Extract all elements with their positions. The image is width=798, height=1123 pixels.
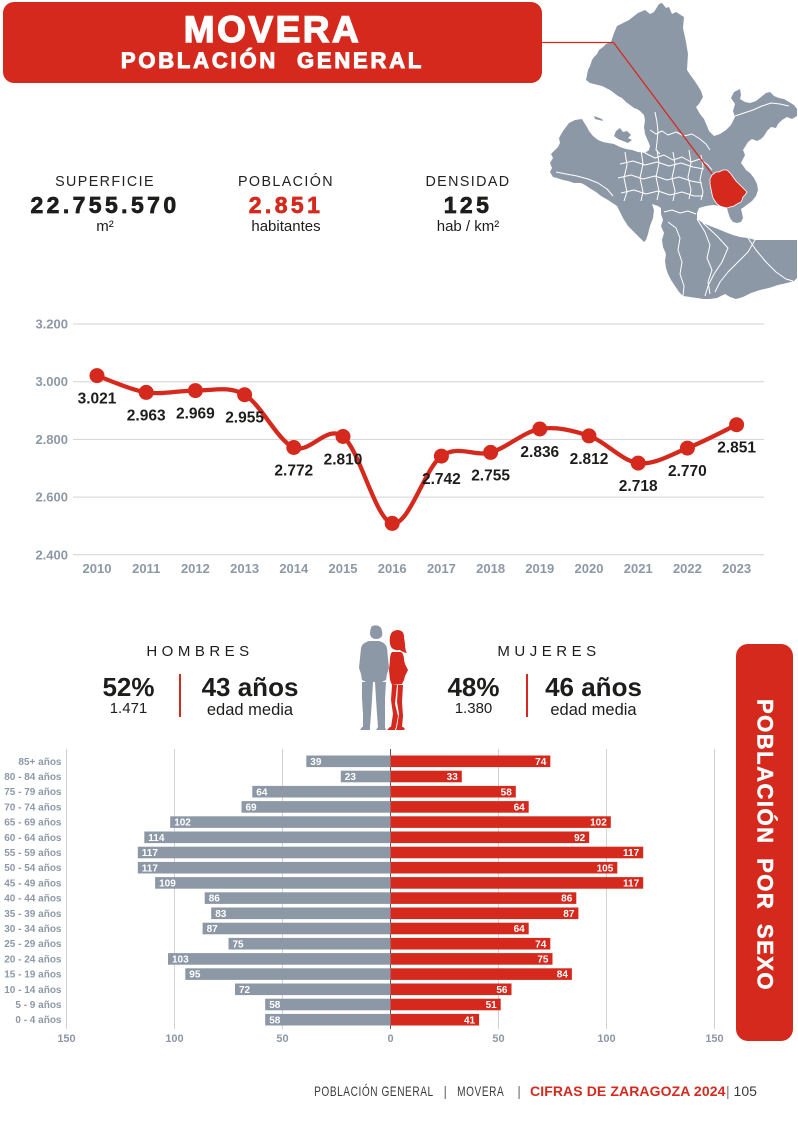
svg-text:100: 100 [597, 1033, 615, 1045]
svg-text:5 - 9 años: 5 - 9 años [15, 1000, 62, 1011]
svg-text:58: 58 [269, 1015, 281, 1026]
svg-text:2016: 2016 [378, 561, 407, 576]
svg-text:2.770: 2.770 [668, 463, 707, 480]
svg-text:102: 102 [590, 818, 607, 829]
svg-text:2013: 2013 [230, 561, 259, 576]
svg-text:58: 58 [269, 1000, 281, 1011]
svg-text:2.800: 2.800 [35, 432, 68, 447]
svg-text:74: 74 [535, 939, 547, 950]
svg-text:64: 64 [514, 803, 526, 814]
svg-text:55 - 59 años: 55 - 59 años [4, 848, 62, 859]
svg-text:65 - 69 años: 65 - 69 años [4, 818, 62, 829]
svg-text:2.600: 2.600 [35, 490, 68, 505]
svg-text:95: 95 [189, 970, 201, 981]
svg-text:2019: 2019 [525, 561, 554, 576]
svg-text:100: 100 [165, 1033, 183, 1045]
svg-text:117: 117 [623, 879, 640, 890]
svg-text:2.969: 2.969 [176, 406, 215, 423]
svg-text:2012: 2012 [181, 561, 210, 576]
svg-text:33: 33 [447, 772, 459, 783]
svg-text:150: 150 [705, 1033, 723, 1045]
svg-text:114: 114 [148, 833, 165, 844]
svg-text:2.772: 2.772 [274, 463, 313, 480]
svg-text:69: 69 [246, 803, 258, 814]
svg-text:64: 64 [256, 787, 268, 798]
svg-text:117: 117 [142, 848, 159, 859]
svg-text:2.810: 2.810 [324, 452, 363, 469]
svg-text:87: 87 [563, 909, 575, 920]
svg-text:45 - 49 años: 45 - 49 años [4, 878, 62, 889]
svg-text:51: 51 [486, 1000, 498, 1011]
svg-text:23: 23 [345, 772, 357, 783]
svg-text:84: 84 [557, 970, 569, 981]
svg-text:10 - 14 años: 10 - 14 años [4, 985, 62, 996]
svg-text:2.836: 2.836 [520, 444, 559, 461]
svg-text:2020: 2020 [575, 561, 604, 576]
svg-text:70 - 74 años: 70 - 74 años [4, 802, 62, 813]
svg-text:85+ años: 85+ años [18, 757, 62, 768]
svg-text:56: 56 [496, 985, 508, 996]
svg-text:2010: 2010 [83, 561, 112, 576]
svg-text:109: 109 [159, 879, 176, 890]
svg-text:2.955: 2.955 [225, 410, 264, 427]
svg-text:15 - 19 años: 15 - 19 años [4, 970, 62, 981]
svg-text:3.200: 3.200 [35, 317, 68, 332]
svg-text:2021: 2021 [624, 561, 653, 576]
svg-text:105: 105 [597, 863, 614, 874]
svg-text:102: 102 [174, 818, 191, 829]
svg-text:92: 92 [574, 833, 586, 844]
svg-text:39: 39 [310, 757, 322, 768]
svg-text:40 - 44 años: 40 - 44 años [4, 894, 62, 905]
svg-text:3.021: 3.021 [78, 391, 117, 408]
svg-text:35 - 39 años: 35 - 39 años [4, 909, 62, 920]
svg-text:75: 75 [233, 939, 245, 950]
svg-text:2022: 2022 [673, 561, 702, 576]
svg-text:117: 117 [142, 863, 159, 874]
svg-text:50: 50 [492, 1033, 504, 1045]
svg-text:2.812: 2.812 [570, 451, 609, 468]
svg-text:86: 86 [209, 894, 221, 905]
svg-text:2.400: 2.400 [35, 547, 68, 562]
svg-text:2.755: 2.755 [471, 467, 510, 484]
svg-text:2.742: 2.742 [422, 471, 461, 488]
svg-text:2017: 2017 [427, 561, 456, 576]
svg-text:2.851: 2.851 [717, 440, 756, 457]
svg-text:80 - 84 años: 80 - 84 años [4, 772, 62, 783]
svg-text:150: 150 [57, 1033, 75, 1045]
svg-text:2011: 2011 [132, 561, 160, 576]
svg-text:50 - 54 años: 50 - 54 años [4, 863, 62, 874]
svg-text:2.963: 2.963 [127, 407, 166, 424]
svg-text:87: 87 [207, 924, 219, 935]
svg-text:2015: 2015 [329, 561, 358, 576]
svg-text:2.718: 2.718 [619, 478, 658, 495]
svg-text:0 - 4 años: 0 - 4 años [15, 1015, 62, 1026]
svg-text:30 - 34 años: 30 - 34 años [4, 924, 62, 935]
svg-text:117: 117 [623, 848, 640, 859]
svg-text:60 - 64 años: 60 - 64 años [4, 833, 62, 844]
svg-text:2018: 2018 [476, 561, 505, 576]
svg-text:25 - 29 años: 25 - 29 años [4, 939, 62, 950]
svg-text:3.000: 3.000 [35, 374, 68, 389]
svg-text:75: 75 [537, 955, 549, 966]
svg-text:41: 41 [464, 1015, 476, 1026]
svg-text:103: 103 [172, 955, 189, 966]
svg-text:50: 50 [276, 1033, 288, 1045]
svg-text:86: 86 [561, 894, 573, 905]
svg-text:75 - 79 años: 75 - 79 años [4, 787, 62, 798]
svg-text:0: 0 [387, 1033, 393, 1045]
svg-text:20 - 24 años: 20 - 24 años [4, 954, 62, 965]
svg-text:64: 64 [514, 924, 526, 935]
svg-text:2014: 2014 [279, 561, 309, 576]
svg-text:58: 58 [501, 787, 513, 798]
svg-text:74: 74 [535, 757, 547, 768]
svg-text:2023: 2023 [722, 561, 751, 576]
svg-text:72: 72 [239, 985, 251, 996]
svg-text:83: 83 [215, 909, 227, 920]
